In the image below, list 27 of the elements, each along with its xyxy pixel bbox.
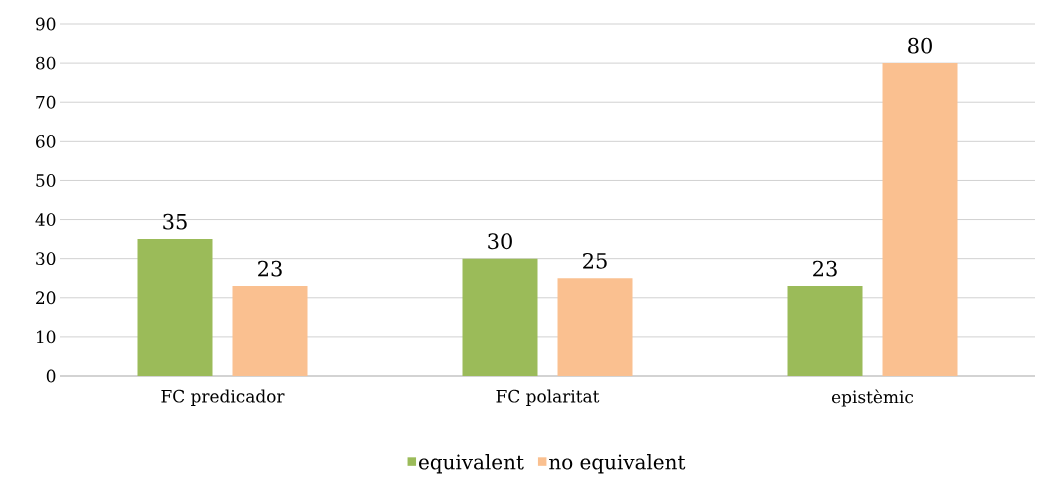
x-tick-label: epistèmic [831, 389, 914, 407]
y-tick-label: 90 [35, 17, 56, 31]
data-label: 80 [908, 37, 932, 54]
bar [557, 278, 633, 376]
x-tick-label: FC polaritat [496, 389, 600, 406]
bar [787, 286, 863, 376]
y-tick-label: 10 [36, 330, 56, 344]
y-tick-label: 70 [36, 95, 56, 109]
data-label: 35 [163, 213, 187, 230]
bar [232, 286, 308, 376]
y-tick-label: 30 [36, 252, 56, 266]
y-tick-label: 20 [36, 291, 56, 305]
legend-label: no equivalent [549, 454, 686, 474]
bar [462, 258, 538, 376]
y-tick-label: 80 [36, 56, 56, 70]
bar [137, 239, 213, 376]
x-tick-label: FC predicador [161, 389, 285, 406]
data-label: 30 [488, 233, 512, 250]
y-tick-label: 0 [46, 369, 56, 383]
y-tick-label: 50 [36, 174, 56, 187]
y-tick-label: 40 [35, 213, 56, 226]
y-tick-label: 60 [36, 134, 56, 148]
data-label: 25 [583, 252, 607, 269]
data-label: 23 [813, 260, 837, 277]
data-label: 23 [258, 260, 282, 277]
legend-label: equivalent [419, 454, 524, 474]
bar [882, 63, 958, 376]
